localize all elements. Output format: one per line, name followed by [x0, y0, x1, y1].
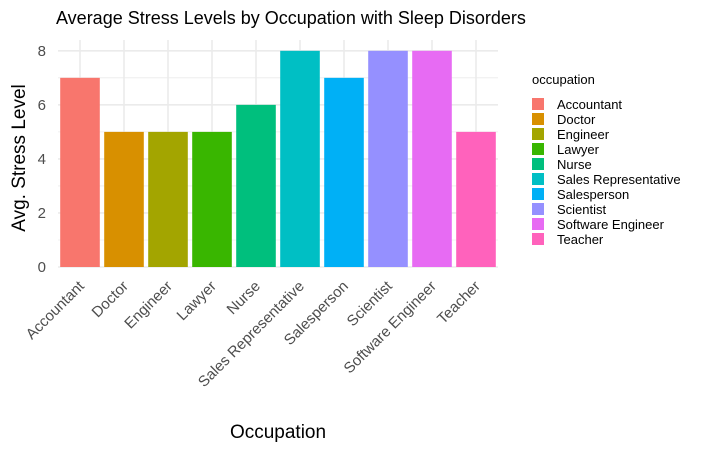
legend-key: [532, 173, 544, 185]
y-tick-labels: 0 2 4 6 8: [38, 43, 46, 276]
x-tick-label: Teacher: [434, 278, 484, 328]
bar-salesperson: [324, 77, 364, 267]
legend-label: Engineer: [557, 127, 610, 142]
bar-sales-representative: [280, 50, 320, 267]
x-axis-title: Occupation: [230, 422, 326, 443]
bar-teacher: [456, 131, 496, 267]
y-tick-label: 4: [38, 151, 46, 168]
legend-key: [532, 188, 544, 200]
bar-software-engineer: [412, 50, 452, 267]
x-tick-label: Doctor: [89, 278, 132, 321]
legend-label: Software Engineer: [557, 217, 665, 232]
legend-key: [532, 128, 544, 140]
legend-label: Scientist: [557, 202, 607, 217]
legend-label: Accountant: [557, 97, 622, 112]
legend-label: Sales Representative: [557, 172, 681, 187]
legend-key: [532, 143, 544, 155]
legend-label: Teacher: [557, 232, 604, 247]
x-tick-label: Nurse: [224, 278, 264, 318]
legend-key: [532, 113, 544, 125]
legend: occupation AccountantDoctorEngineerLawye…: [532, 72, 681, 247]
legend-title: occupation: [532, 72, 595, 87]
legend-label: Doctor: [557, 112, 596, 127]
y-tick-label: 6: [38, 97, 46, 114]
chart-title: Average Stress Levels by Occupation with…: [56, 8, 526, 28]
legend-key: [532, 98, 544, 110]
bar-doctor: [104, 131, 144, 267]
bars: [60, 50, 496, 267]
legend-key: [532, 203, 544, 215]
bar-nurse: [236, 104, 276, 267]
legend-label: Nurse: [557, 157, 592, 172]
bar-accountant: [60, 77, 100, 267]
y-axis-title: Avg. Stress Level: [9, 84, 30, 232]
x-tick-label: Engineer: [121, 278, 175, 332]
legend-key: [532, 233, 544, 245]
bar-engineer: [148, 131, 188, 267]
x-tick-label: Lawyer: [174, 278, 220, 324]
y-tick-label: 2: [38, 205, 46, 222]
legend-label: Salesperson: [557, 187, 629, 202]
legend-key: [532, 218, 544, 230]
bar-scientist: [368, 50, 408, 267]
x-tick-label: Accountant: [23, 277, 89, 343]
legend-label: Lawyer: [557, 142, 600, 157]
y-tick-label: 8: [38, 43, 46, 60]
legend-key: [532, 158, 544, 170]
bar-lawyer: [192, 131, 232, 267]
y-tick-label: 0: [38, 259, 46, 276]
